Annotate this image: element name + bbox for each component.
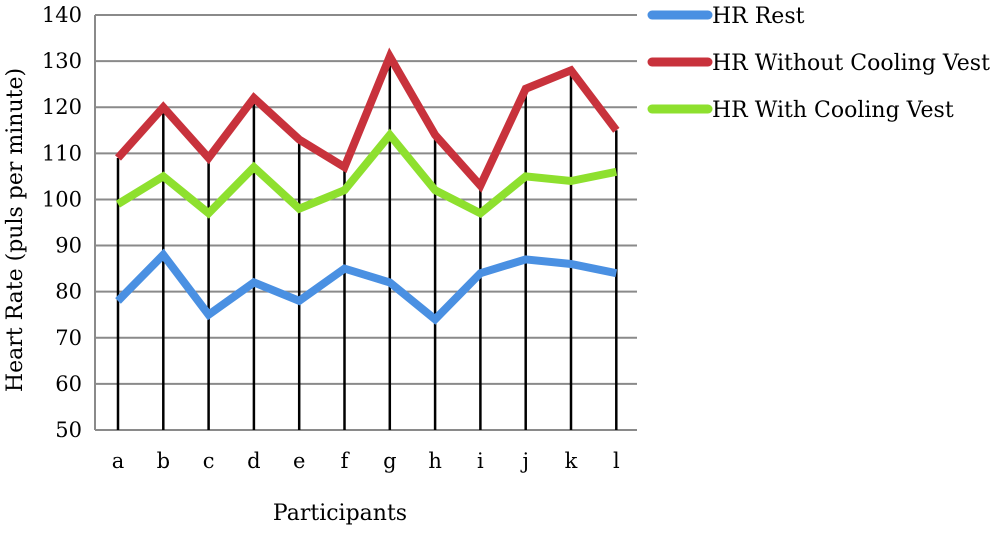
y-tick-label: 80 (55, 280, 82, 304)
legend-label: HR Rest (712, 4, 805, 29)
x-tick-label: b (157, 449, 170, 473)
series-line-1 (115, 248, 618, 325)
drop-lines (116, 56, 618, 430)
y-tick-label: 70 (55, 326, 82, 350)
x-tick-label: a (112, 449, 125, 473)
series-line-3 (115, 128, 618, 219)
legend-label: HR With Cooling Vest (712, 98, 954, 123)
y-tick-label: 140 (42, 3, 82, 27)
legend-label: HR Without Cooling Vest (712, 51, 990, 76)
x-axis-title: Participants (273, 501, 407, 526)
x-tick-label: k (565, 449, 578, 473)
x-tick-label: e (293, 449, 305, 473)
x-tick-label: d (247, 449, 260, 473)
x-tick-label: h (428, 449, 442, 473)
series-line-2 (115, 47, 620, 193)
series-lines (115, 47, 620, 325)
y-tick-label: 60 (55, 372, 82, 396)
x-tick-label: i (477, 449, 484, 473)
y-tick-label: 50 (55, 418, 82, 442)
y-tick-label: 120 (42, 95, 82, 119)
y-tick-label: 110 (42, 141, 82, 165)
y-tick-label: 90 (55, 234, 82, 258)
legend: HR Rest HR Without Cooling Vest HR With Co… (647, 4, 990, 123)
x-tick-label: l (613, 449, 620, 473)
y-tick-label: 130 (42, 49, 82, 73)
x-tick-label: c (203, 449, 215, 473)
x-tick-label: f (341, 449, 351, 473)
axes (94, 15, 637, 431)
y-tick-label: 100 (42, 187, 82, 211)
x-tick-label: j (519, 449, 529, 473)
x-tick-label: g (383, 449, 396, 473)
y-axis-title: Heart Rate (puls per minute) (3, 68, 28, 392)
tick-labels: 50 60 70 80 90 100 110 120 130 140 a b c d e f g h i j k l (42, 3, 620, 473)
